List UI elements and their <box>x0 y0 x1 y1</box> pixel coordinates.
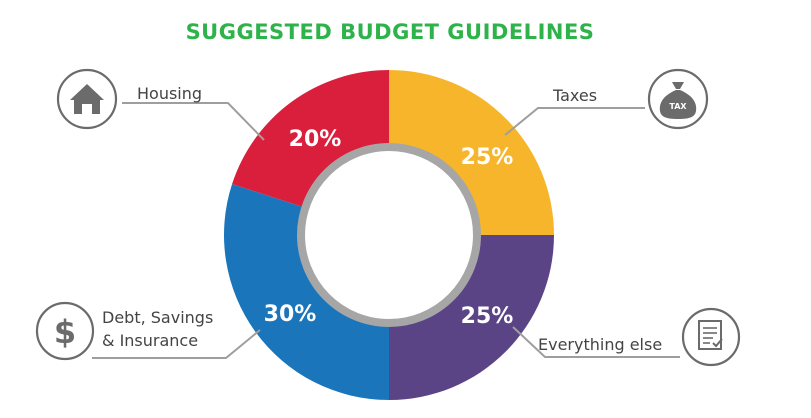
category-label-debt-line1: Debt, Savings <box>102 308 213 327</box>
leader-line-taxes <box>504 107 645 136</box>
donut-center-ring <box>297 143 481 327</box>
leader-line-debt <box>92 329 261 359</box>
category-label-everything-else: Everything else <box>538 335 662 354</box>
dollar-icon: $ <box>35 301 95 361</box>
data-label-housing: 20% <box>289 127 342 152</box>
category-label-debt-line2: & Insurance <box>102 331 198 350</box>
percent-labels: 25% 25% 30% 20% <box>264 127 514 329</box>
tax-bag-text: TAX <box>669 102 687 111</box>
house-icon <box>56 68 118 130</box>
slice-everything-else <box>389 235 554 400</box>
leader-line-housing <box>122 102 265 141</box>
data-label-debt-savings: 30% <box>264 302 317 327</box>
tax-bag-icon: TAX <box>647 68 709 130</box>
slice-debt-savings-insurance <box>224 184 389 400</box>
document-checklist-icon <box>681 307 741 367</box>
chart-title: SUGGESTED BUDGET GUIDELINES <box>186 20 595 44</box>
leader-line-everything <box>512 326 680 358</box>
slice-housing <box>232 69 389 209</box>
category-label-housing: Housing <box>137 84 202 103</box>
donut-slices <box>224 69 554 400</box>
leader-lines <box>92 102 680 359</box>
dollar-sign: $ <box>54 313 76 351</box>
data-label-taxes: 25% <box>461 145 514 170</box>
slice-taxes <box>389 70 554 235</box>
data-label-everything-else: 25% <box>461 304 514 329</box>
category-label-taxes: Taxes <box>552 86 597 105</box>
